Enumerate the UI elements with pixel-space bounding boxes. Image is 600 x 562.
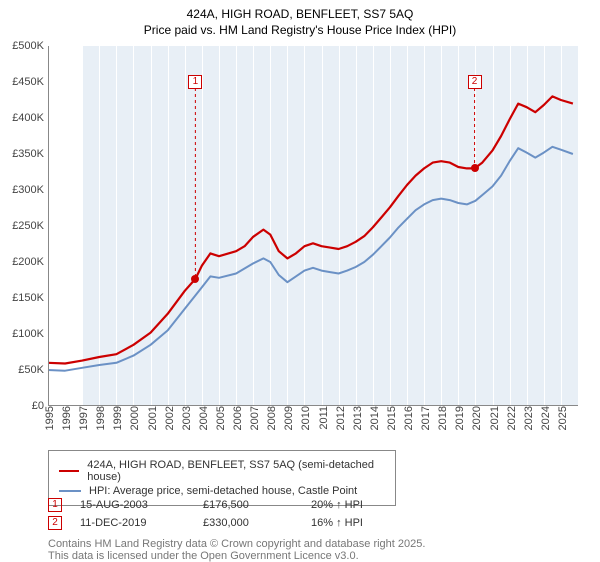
x-tick-label: 2007 <box>245 406 261 430</box>
legend-row: 424A, HIGH ROAD, BENFLEET, SS7 5AQ (semi… <box>59 459 385 483</box>
y-tick-label: £50K <box>18 364 48 376</box>
footnote: Contains HM Land Registry data © Crown c… <box>48 538 425 562</box>
x-tick-label: 1996 <box>57 406 73 430</box>
x-tick-label: 2011 <box>314 406 330 430</box>
footnote-line-1: Contains HM Land Registry data © Crown c… <box>48 538 425 550</box>
sale-marker-dot <box>471 164 479 172</box>
sale-marker-box: 2 <box>468 75 482 89</box>
sale-marker-box: 1 <box>188 75 202 89</box>
sales-row-date: 15-AUG-2003 <box>80 499 185 511</box>
x-tick-label: 2021 <box>485 406 501 430</box>
sales-row-marker: 2 <box>48 516 62 530</box>
x-tick-label: 2004 <box>194 406 210 430</box>
x-tick-label: 2016 <box>399 406 415 430</box>
title-block: 424A, HIGH ROAD, BENFLEET, SS7 5AQ Price… <box>0 0 600 38</box>
x-tick-label: 2003 <box>177 406 193 430</box>
y-tick-label: £350K <box>12 148 48 160</box>
y-tick-label: £300K <box>12 184 48 196</box>
x-tick-label: 2013 <box>348 406 364 430</box>
x-tick-label: 2008 <box>262 406 278 430</box>
x-tick-label: 2000 <box>125 406 141 430</box>
x-tick-label: 2001 <box>143 406 159 430</box>
legend-label-price-paid: 424A, HIGH ROAD, BENFLEET, SS7 5AQ (semi… <box>87 459 385 483</box>
series-hpi <box>48 147 573 371</box>
footnote-line-2: This data is licensed under the Open Gov… <box>48 550 425 562</box>
x-tick-label: 2010 <box>296 406 312 430</box>
sale-marker-dot <box>191 275 199 283</box>
legend-swatch-hpi <box>59 490 81 493</box>
x-tick-label: 2020 <box>467 406 483 430</box>
x-tick-label: 2014 <box>365 406 381 430</box>
y-tick-label: £500K <box>12 40 48 52</box>
sales-row-marker: 1 <box>48 498 62 512</box>
x-tick-label: 2019 <box>450 406 466 430</box>
sales-row-price: £330,000 <box>203 517 293 529</box>
line-chart: £0£50K£100K£150K£200K£250K£300K£350K£400… <box>48 46 578 406</box>
y-tick-label: £250K <box>12 220 48 232</box>
y-tick-label: £400K <box>12 112 48 124</box>
series-svg <box>48 46 578 406</box>
sales-table: 1 15-AUG-2003 £176,500 20% ↑ HPI 2 11-DEC-201… <box>48 494 363 534</box>
sales-row: 2 11-DEC-2019 £330,000 16% ↑ HPI <box>48 516 363 530</box>
x-tick-label: 2012 <box>331 406 347 430</box>
sales-row-delta: 16% ↑ HPI <box>311 517 363 529</box>
title-line-1: 424A, HIGH ROAD, BENFLEET, SS7 5AQ <box>0 6 600 22</box>
series-price_paid <box>48 96 573 363</box>
x-tick-label: 1995 <box>40 406 56 430</box>
y-tick-label: £450K <box>12 76 48 88</box>
title-line-2: Price paid vs. HM Land Registry's House … <box>0 22 600 38</box>
y-tick-label: £100K <box>12 328 48 340</box>
x-tick-label: 2018 <box>433 406 449 430</box>
legend-swatch-price-paid <box>59 470 79 473</box>
x-tick-label: 2024 <box>536 406 552 430</box>
x-tick-label: 2006 <box>228 406 244 430</box>
x-tick-label: 2022 <box>502 406 518 430</box>
plot-area: £0£50K£100K£150K£200K£250K£300K£350K£400… <box>48 46 578 406</box>
x-tick-label: 2025 <box>553 406 569 430</box>
sales-row-price: £176,500 <box>203 499 293 511</box>
x-tick-label: 1997 <box>74 406 90 430</box>
y-tick-label: £200K <box>12 256 48 268</box>
x-tick-label: 2005 <box>211 406 227 430</box>
x-tick-label: 1999 <box>108 406 124 430</box>
x-tick-label: 2009 <box>279 406 295 430</box>
sales-row-delta: 20% ↑ HPI <box>311 499 363 511</box>
x-tick-label: 2015 <box>382 406 398 430</box>
x-tick-label: 2023 <box>519 406 535 430</box>
x-tick-label: 2017 <box>416 406 432 430</box>
x-tick-label: 1998 <box>91 406 107 430</box>
y-tick-label: £150K <box>12 292 48 304</box>
x-tick-label: 2002 <box>160 406 176 430</box>
chart-container: 424A, HIGH ROAD, BENFLEET, SS7 5AQ Price… <box>0 0 600 560</box>
sales-row-date: 11-DEC-2019 <box>80 517 185 529</box>
sales-row: 1 15-AUG-2003 £176,500 20% ↑ HPI <box>48 498 363 512</box>
